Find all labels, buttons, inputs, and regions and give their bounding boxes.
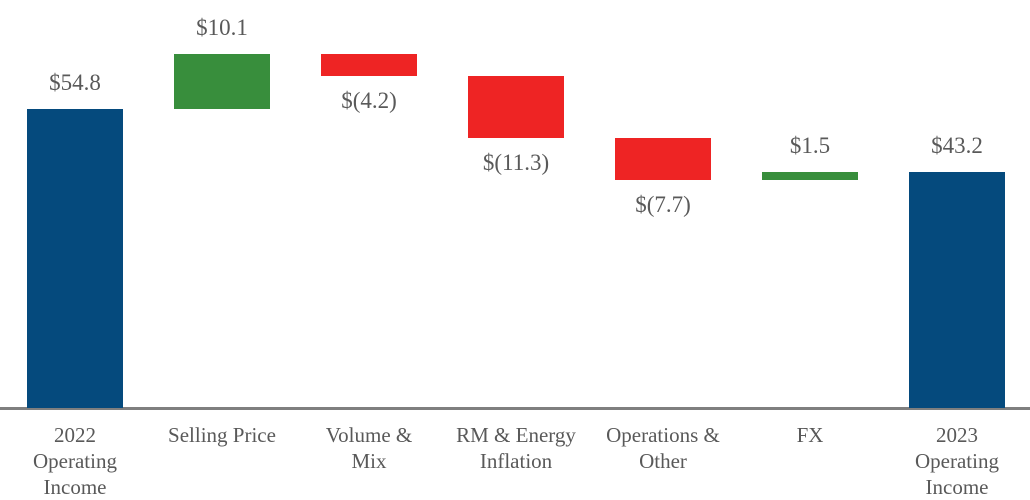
- category-label-line: Operating: [33, 449, 117, 473]
- category-label-line: Volume &: [325, 423, 413, 447]
- value-label-operations-other: $(7.7): [635, 192, 691, 218]
- category-label-line: FX: [796, 423, 824, 447]
- category-label-line: Operations &: [606, 423, 720, 447]
- value-label-selling-price: $10.1: [196, 14, 248, 40]
- category-label-2022-operating-income: 2022 Operating Income: [0, 422, 155, 500]
- value-label-fx: $1.5: [789, 133, 831, 159]
- category-label-line: Income: [43, 475, 107, 499]
- bar-fx: [762, 172, 858, 181]
- category-label-selling-price: Selling Price: [142, 422, 302, 448]
- bar-2022-operating-income: [27, 108, 123, 408]
- category-label-volume-mix: Volume & Mix: [289, 422, 449, 474]
- category-label-operations-other: Operations & Other: [583, 422, 743, 474]
- category-label-line: Selling Price: [168, 423, 276, 447]
- bar-rm-energy-inflation: [468, 76, 564, 139]
- category-label-line: Inflation: [479, 449, 553, 473]
- bar-operations-other: [615, 138, 711, 181]
- value-label-volume-mix: $(4.2): [341, 88, 397, 114]
- value-label-2023-operating-income: $43.2: [931, 133, 983, 159]
- bar-selling-price: [174, 53, 270, 109]
- category-label-2023-operating-income: 2023 Operating Income: [877, 422, 1030, 500]
- category-label-line: Other: [639, 449, 687, 473]
- value-label-rm-energy-inflation: $(11.3): [482, 150, 550, 176]
- category-label-fx: FX: [730, 422, 890, 448]
- x-axis-line: [0, 407, 1030, 410]
- category-label-line: RM & Energy: [456, 423, 576, 447]
- category-label-line: 2023: [936, 423, 978, 447]
- category-label-line: Income: [925, 475, 989, 499]
- category-label-line: 2022: [54, 423, 96, 447]
- bar-2023-operating-income: [909, 172, 1005, 408]
- bar-volume-mix: [321, 53, 417, 77]
- value-label-2022-operating-income: $54.8: [49, 69, 101, 95]
- category-label-rm-energy-inflation: RM & Energy Inflation: [436, 422, 596, 474]
- category-label-line: Mix: [351, 449, 387, 473]
- category-label-line: Operating: [915, 449, 999, 473]
